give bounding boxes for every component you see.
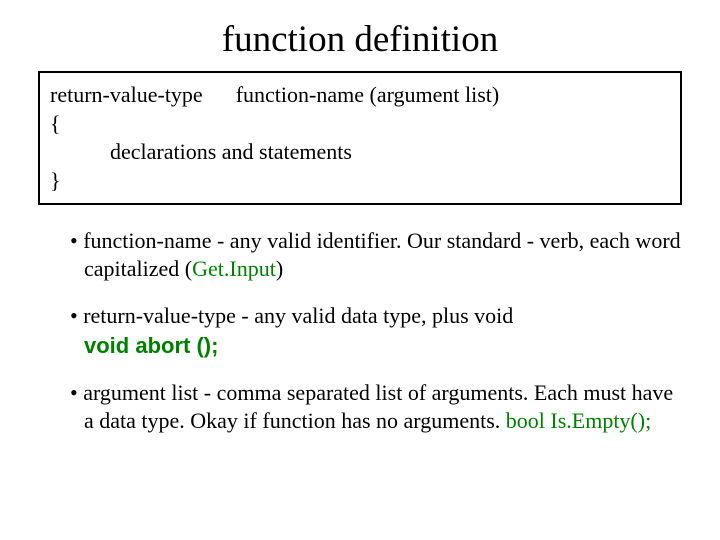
bullet-text: • function-name - any valid identifier. … bbox=[38, 227, 682, 282]
slide-container: function definition return-value-type fu… bbox=[0, 0, 720, 540]
bullet-3-code: bool Is.Empty(); bbox=[506, 408, 651, 433]
syntax-fn-name: function-name (argument list) bbox=[236, 82, 500, 107]
slide-title: function definition bbox=[38, 18, 682, 61]
syntax-box: return-value-type function-name (argumen… bbox=[38, 71, 682, 205]
bullet-1-code: Get.Input bbox=[192, 256, 276, 281]
syntax-brace-close: } bbox=[50, 167, 670, 196]
syntax-return-type: return-value-type bbox=[50, 82, 203, 107]
bullet-2-code: void abort (); bbox=[38, 332, 682, 360]
bullet-1-pre: • function-name - any valid identifier. … bbox=[70, 228, 681, 281]
syntax-brace-open: { bbox=[50, 110, 670, 139]
syntax-line-1: return-value-type function-name (argumen… bbox=[50, 81, 670, 110]
bullet-1-post: ) bbox=[276, 256, 283, 281]
syntax-declarations: declarations and statements bbox=[50, 138, 670, 167]
bullet-2-text: • return-value-type - any valid data typ… bbox=[38, 302, 682, 330]
bullet-argument-list: • argument list - comma separated list o… bbox=[38, 379, 682, 434]
bullet-function-name: • function-name - any valid identifier. … bbox=[38, 227, 682, 282]
bullet-return-type: • return-value-type - any valid data typ… bbox=[38, 302, 682, 359]
bullet-3-text: • argument list - comma separated list o… bbox=[38, 379, 682, 434]
bullet-list: • function-name - any valid identifier. … bbox=[38, 227, 682, 434]
